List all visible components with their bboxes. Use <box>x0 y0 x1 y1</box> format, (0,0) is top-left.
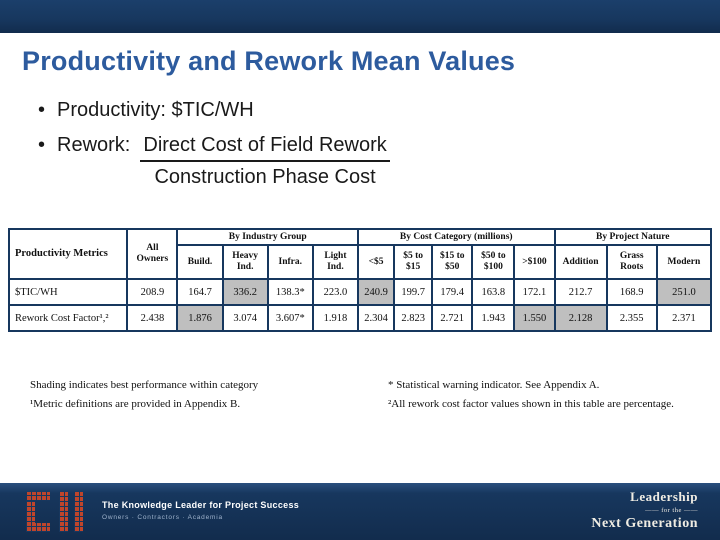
value-cell: 208.9 <box>126 278 179 306</box>
footer-bar: The Knowledge Leader for Project Success… <box>0 483 720 540</box>
bullet-productivity: • Productivity: $TIC/WH <box>38 99 254 122</box>
footer-subline: Owners · Contractors · Academia <box>102 514 223 521</box>
col-header: Addition <box>553 244 608 280</box>
value-cell: 240.9 <box>356 278 396 306</box>
col-header: $50 to $100 <box>471 244 516 280</box>
cii-logo-segment <box>26 523 50 532</box>
cii-logo-segment <box>59 492 68 532</box>
footnote-statistical-warning: * Statistical warning indicator. See App… <box>388 379 600 391</box>
col-header: Grass Roots <box>605 244 658 280</box>
bullet-marker: • <box>38 99 46 121</box>
footnote-rework-percentage: ²All rework cost factor values shown in … <box>388 397 674 410</box>
fraction-numerator: Direct Cost of Field Rework <box>140 134 390 162</box>
cii-logo-icon <box>26 492 90 532</box>
bullet-rework: • Rework: Direct Cost of Field Rework Co… <box>38 134 390 189</box>
value-cell: 2.371 <box>655 304 713 332</box>
value-cell: 1.550 <box>513 304 556 332</box>
footer-text-block: The Knowledge Leader for Project Success… <box>102 500 299 521</box>
metrics-table: Productivity Metrics All Owners By Indus… <box>7 228 713 332</box>
footnotes-left: Shading indicates best performance withi… <box>30 376 370 413</box>
value-cell: 1.876 <box>176 304 224 332</box>
row-label: Rework Cost Factor¹,² <box>7 304 129 332</box>
value-cell: 164.7 <box>176 278 224 306</box>
value-cell: 212.7 <box>553 278 608 306</box>
value-cell: 163.8 <box>471 278 516 306</box>
group-header-nature: By Project Nature <box>553 228 712 246</box>
col-header-all-owners: All Owners <box>126 228 179 280</box>
col-header: $15 to $50 <box>431 244 474 280</box>
footer-motto-line2: —— for the —— <box>645 507 698 514</box>
footer-tagline: The Knowledge Leader for Project Success <box>102 500 300 510</box>
value-cell: 179.4 <box>431 278 474 306</box>
col-header: $5 to $15 <box>393 244 434 280</box>
value-cell: 251.0 <box>655 278 713 306</box>
table-corner-header: Productivity Metrics <box>7 228 129 280</box>
group-header-cost: By Cost Category (millions) <box>356 228 556 246</box>
page-title: Productivity and Rework Mean Values <box>22 46 516 76</box>
value-cell: 2.438 <box>126 304 179 332</box>
value-cell: 1.918 <box>311 304 359 332</box>
footnotes-right: * Statistical warning indicator. See App… <box>388 376 708 413</box>
footer-motto: Leadership —— for the —— Next Generation <box>591 489 698 532</box>
value-cell: 3.607* <box>266 304 314 332</box>
value-cell: 223.0 <box>311 278 359 306</box>
rework-fraction: Direct Cost of Field Rework Construction… <box>140 134 390 189</box>
fraction-denominator: Construction Phase Cost <box>154 166 376 188</box>
value-cell: 1.943 <box>471 304 516 332</box>
value-cell: 172.1 <box>513 278 556 306</box>
col-header: <$5 <box>356 244 396 280</box>
table-row-tic: $TIC/WH 208.9 164.7 336.2 138.3* 223.0 2… <box>7 278 713 306</box>
footnote-metric-definitions: ¹Metric definitions are provided in Appe… <box>30 397 241 410</box>
value-cell: 2.128 <box>553 304 608 332</box>
footer-motto-line1: Leadership <box>630 489 698 504</box>
col-header: Build. <box>176 244 224 280</box>
value-cell: 2.304 <box>356 304 396 332</box>
value-cell: 168.9 <box>605 278 658 306</box>
table-row-rework: Rework Cost Factor¹,² 2.438 1.876 3.074 … <box>7 304 713 332</box>
value-cell: 336.2 <box>221 278 269 306</box>
value-cell: 199.7 <box>393 278 434 306</box>
value-cell: 138.3* <box>266 278 314 306</box>
cii-logo-segment <box>26 492 35 532</box>
col-header: Heavy Ind. <box>221 244 269 280</box>
bullet-productivity-text: Productivity: $TIC/WH <box>57 99 254 121</box>
value-cell: 3.074 <box>221 304 269 332</box>
col-header: >$100 <box>513 244 556 280</box>
table-group-header-row: Productivity Metrics All Owners By Indus… <box>7 228 712 280</box>
value-cell: 2.721 <box>431 304 474 332</box>
bullet-rework-label: Rework: <box>57 134 131 156</box>
row-label: $TIC/WH <box>7 278 129 306</box>
group-header-industry: By Industry Group <box>176 228 359 246</box>
value-cell: 2.823 <box>393 304 434 332</box>
footer-motto-line3: Next Generation <box>591 516 698 531</box>
table-column-header-row: Build. Heavy Ind. Infra. Light Ind. <$5 … <box>9 244 713 280</box>
bullet-marker: • <box>38 134 46 156</box>
cii-logo-segment <box>26 492 50 501</box>
col-header: Infra. <box>266 244 314 280</box>
footnote-shading: Shading indicates best performance withi… <box>30 379 259 391</box>
col-header: Light Ind. <box>311 244 359 280</box>
top-accent-bar <box>0 0 720 33</box>
col-header: Modern <box>655 244 713 280</box>
value-cell: 2.355 <box>605 304 658 332</box>
cii-logo-segment <box>74 492 83 532</box>
